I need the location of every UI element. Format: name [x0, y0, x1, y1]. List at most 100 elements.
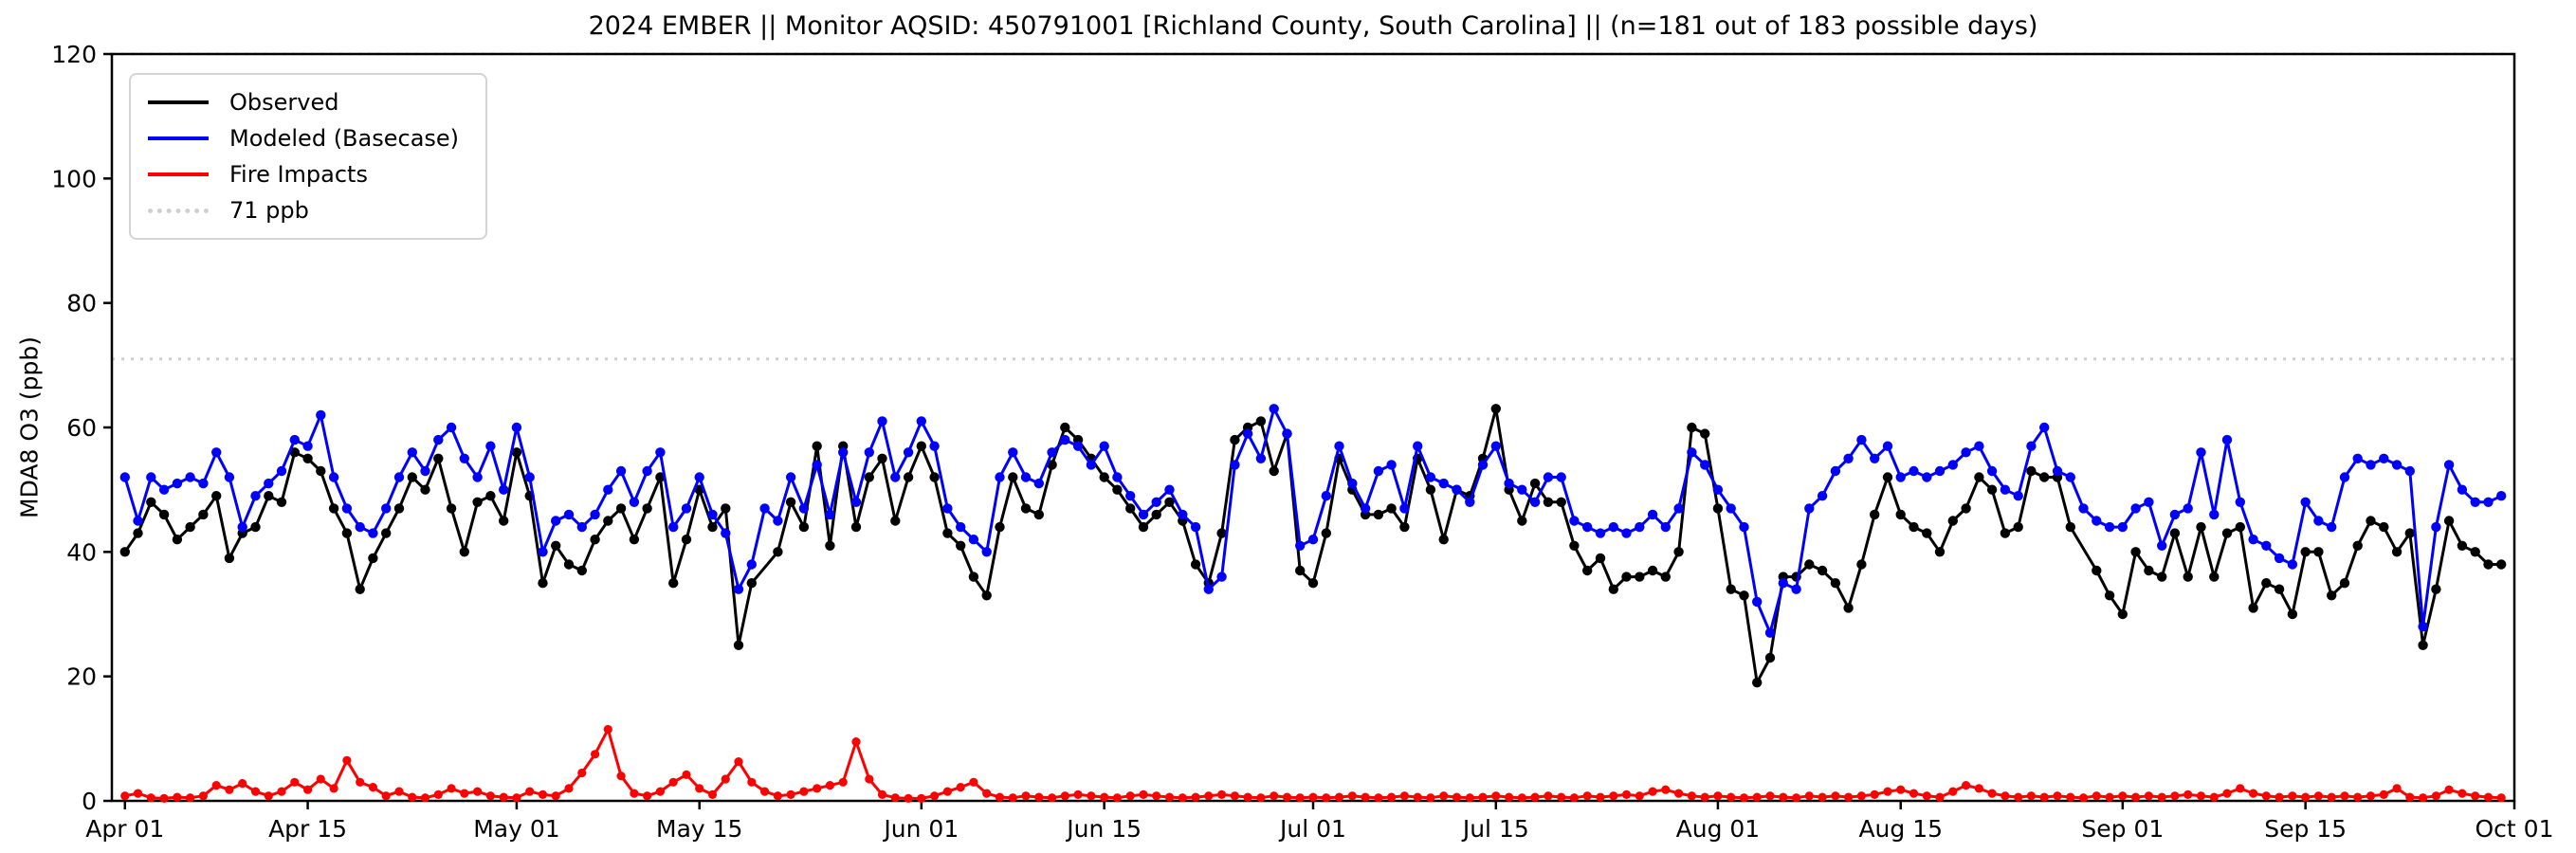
legend-label: 71 ppb [229, 197, 309, 224]
data-point-fire-impacts [1465, 793, 1474, 803]
data-point-fire-impacts [1087, 791, 1096, 801]
x-tick-label: Jul 15 [1461, 815, 1529, 843]
data-point-modeled-basecase- [2117, 521, 2128, 533]
data-point-observed [1764, 652, 1776, 663]
data-point-observed [1947, 516, 1958, 526]
data-point-observed [172, 535, 183, 545]
data-point-observed [995, 521, 1005, 533]
legend-item-observed: Observed [131, 84, 485, 120]
data-point-observed [1060, 422, 1070, 433]
data-point-fire-impacts [747, 777, 757, 787]
data-point-fire-impacts [942, 787, 953, 796]
threshold-line-swatch [148, 208, 209, 213]
y-tick-label: 100 [51, 165, 97, 192]
data-point-observed [211, 491, 222, 501]
data-point-fire-impacts [211, 781, 221, 790]
data-point-observed [2496, 559, 2507, 570]
data-point-modeled-basecase- [1687, 447, 1697, 458]
legend-item-modeled: Modeled (Basecase) [131, 120, 485, 156]
data-point-modeled-basecase- [2261, 540, 2272, 551]
data-point-modeled-basecase- [2039, 422, 2050, 433]
data-point-fire-impacts [577, 768, 587, 778]
data-point-observed [563, 559, 575, 570]
data-point-fire-impacts [564, 784, 574, 793]
data-point-fire-impacts [1804, 791, 1814, 801]
data-point-observed [2196, 521, 2206, 533]
data-point-modeled-basecase- [264, 478, 274, 489]
data-point-observed [1934, 547, 1946, 557]
data-point-modeled-basecase- [2000, 484, 2011, 495]
data-point-modeled-basecase- [798, 503, 810, 514]
data-point-modeled-basecase- [185, 472, 195, 482]
data-point-modeled-basecase- [355, 521, 365, 533]
data-point-modeled-basecase- [850, 497, 862, 507]
data-point-observed [1922, 528, 1932, 538]
data-point-modeled-basecase- [995, 472, 1005, 482]
data-point-fire-impacts [1544, 791, 1553, 801]
data-point-observed [341, 528, 353, 538]
data-point-modeled-basecase- [1438, 478, 1449, 489]
data-point-observed [2483, 559, 2494, 570]
data-point-fire-impacts [1674, 789, 1684, 798]
data-point-modeled-basecase- [1465, 497, 1475, 507]
data-point-fire-impacts [982, 789, 992, 798]
data-point-modeled-basecase- [1804, 503, 1815, 514]
data-point-fire-impacts [1948, 787, 1958, 796]
data-point-fire-impacts [368, 783, 377, 792]
data-point-fire-impacts [447, 784, 456, 793]
data-point-observed [615, 503, 627, 514]
data-point-observed [2274, 584, 2285, 594]
data-point-observed [2169, 528, 2181, 538]
x-tick-label: Sep 01 [2081, 815, 2164, 843]
data-point-modeled-basecase- [316, 409, 326, 421]
data-point-fire-impacts [1164, 792, 1175, 802]
data-point-modeled-basecase- [968, 535, 979, 545]
data-point-modeled-basecase- [2274, 553, 2285, 564]
data-point-modeled-basecase- [1673, 503, 1684, 514]
data-point-fire-impacts [2288, 791, 2297, 801]
data-point-fire-impacts [1295, 793, 1305, 803]
data-point-modeled-basecase- [1321, 491, 1332, 501]
data-point-observed [1230, 434, 1240, 445]
data-point-modeled-basecase- [551, 516, 561, 526]
data-point-fire-impacts [668, 777, 678, 787]
data-point-fire-impacts [2313, 791, 2323, 801]
data-point-observed [407, 472, 417, 482]
data-point-fire-impacts [1870, 789, 1879, 800]
data-point-observed [2352, 540, 2363, 551]
data-point-modeled-basecase- [133, 516, 143, 526]
data-point-observed [2248, 603, 2258, 613]
data-point-fire-impacts [2471, 791, 2480, 801]
data-point-observed [785, 497, 796, 507]
data-point-observed [981, 590, 992, 601]
data-point-observed [146, 497, 156, 507]
data-point-fire-impacts [1361, 792, 1370, 802]
data-point-modeled-basecase- [2092, 516, 2102, 526]
data-point-fire-impacts [995, 792, 1005, 802]
data-point-fire-impacts [2170, 791, 2180, 801]
data-point-modeled-basecase- [1086, 460, 1097, 470]
data-point-fire-impacts [159, 793, 169, 804]
data-point-fire-impacts [146, 793, 155, 803]
data-point-modeled-basecase- [211, 447, 222, 458]
data-point-fire-impacts [786, 789, 795, 800]
data-point-modeled-basecase- [1216, 572, 1227, 582]
data-point-modeled-basecase- [721, 528, 731, 538]
data-point-observed [929, 472, 940, 482]
data-point-observed [355, 584, 365, 594]
data-point-modeled-basecase- [759, 503, 770, 514]
data-point-fire-impacts [1191, 792, 1200, 802]
data-point-observed [1961, 503, 1971, 514]
data-point-observed [1425, 484, 1436, 495]
data-point-modeled-basecase- [2287, 559, 2298, 570]
data-point-modeled-basecase- [1778, 578, 1789, 589]
data-point-fire-impacts [1635, 791, 1644, 801]
data-point-observed [368, 553, 378, 564]
data-point-observed [798, 521, 810, 533]
data-point-modeled-basecase- [576, 521, 587, 533]
data-point-modeled-basecase- [1255, 453, 1267, 463]
data-point-modeled-basecase- [472, 472, 483, 482]
observed-line-swatch [148, 100, 209, 104]
data-point-observed [2026, 465, 2037, 477]
data-point-fire-impacts [1387, 792, 1397, 802]
